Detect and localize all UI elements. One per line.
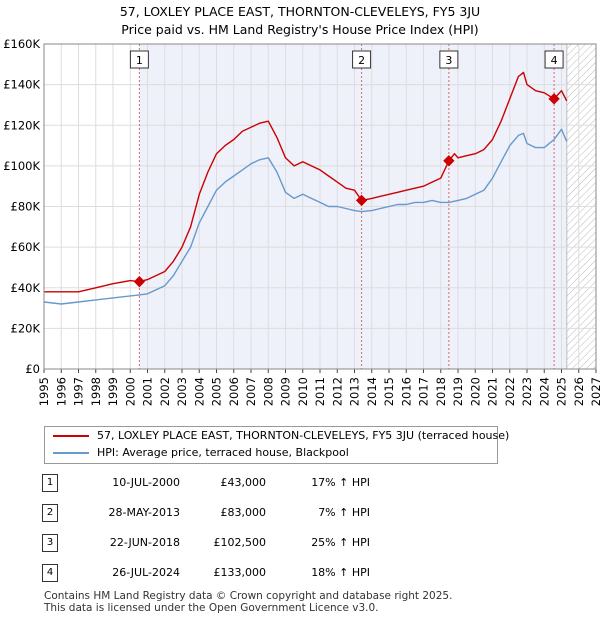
x-tick-label: 2006 (227, 377, 241, 406)
y-tick-label: £60K (11, 240, 41, 254)
title-line-2: Price paid vs. HM Land Registry's House … (121, 22, 479, 37)
x-tick-label: 2024 (537, 377, 551, 406)
sale-label-box (439, 50, 459, 69)
x-tick-label: 2007 (244, 377, 258, 406)
x-tick-label: 1997 (72, 377, 86, 406)
sale-label-number: 4 (551, 54, 558, 67)
x-tick-label: 2004 (192, 377, 206, 406)
sale-point (133, 275, 146, 288)
sale-price: £43,000 (220, 476, 267, 489)
x-tick-label: 1999 (106, 377, 120, 406)
series-line-hpi (43, 128, 568, 305)
x-tick-label: 2010 (296, 377, 310, 406)
x-tick-label: 2012 (330, 377, 344, 406)
x-tick-label: 2022 (503, 377, 517, 406)
sale-label-box (129, 50, 149, 69)
sale-hpi-change: 7% ↑ HPI (318, 506, 370, 519)
sale-date: 26-JUL-2024 (112, 566, 180, 579)
x-tick-label: 2013 (348, 377, 362, 406)
y-tick-label: £100K (3, 159, 40, 173)
footer-licence: This data is licensed under the Open Gov… (44, 602, 379, 614)
sale-label-number: 2 (358, 54, 365, 67)
x-tick-label: 2014 (365, 377, 379, 406)
sale-hpi-change: 17% ↑ HPI (311, 476, 370, 489)
sale-label-number: 1 (136, 54, 143, 67)
x-tick-label: 2021 (486, 377, 500, 406)
sale-date: 10-JUL-2000 (112, 476, 180, 489)
sale-point (355, 194, 368, 207)
legend-item-property: 57, LOXLEY PLACE EAST, THORNTON-CLEVELEY… (53, 428, 509, 444)
y-tick-label: £140K (3, 78, 40, 92)
sale-row: 1 10-JUL-2000 £43,000 17% ↑ HPI (0, 473, 600, 493)
sale-number-badge: 1 (42, 474, 58, 492)
sale-row: 4 26-JUL-2024 £133,000 18% ↑ HPI (0, 563, 600, 583)
sale-point (443, 155, 455, 167)
x-tick-label: 2005 (210, 377, 224, 406)
legend-swatch-property (53, 435, 89, 437)
y-tick-label: £40K (11, 281, 41, 295)
x-tick-label: 2019 (451, 377, 465, 406)
footer: Contains HM Land Registry data © Crown c… (44, 590, 452, 614)
sale-price: £133,000 (213, 566, 267, 579)
sale-number-badge: 3 (42, 534, 58, 552)
x-tick-label: 2003 (175, 377, 189, 406)
sale-date: 28-MAY-2013 (108, 506, 180, 519)
x-tick-label: 2001 (141, 377, 155, 406)
sale-number-badge: 2 (42, 504, 58, 522)
x-tick-label: 2015 (382, 377, 396, 406)
sale-date: 22-JUN-2018 (109, 536, 180, 549)
legend-item-hpi: HPI: Average price, terraced house, Blac… (53, 445, 349, 461)
footer-copyright: Contains HM Land Registry data © Crown c… (44, 590, 453, 602)
legend: 57, LOXLEY PLACE EAST, THORNTON-CLEVELEY… (44, 426, 509, 464)
x-tick-label: 2008 (261, 377, 275, 406)
x-tick-label: 2016 (399, 377, 413, 406)
plot-frame (43, 43, 597, 370)
legend-label-hpi: HPI: Average price, terraced house, Blac… (97, 446, 349, 459)
price-chart: £0 £20K £40K £60K £80K £100K £120K £140K £160K 19… (3, 37, 600, 406)
sale-label-box (352, 50, 372, 69)
x-tick-label: 2011 (313, 377, 327, 406)
x-tick-label: 2017 (417, 377, 431, 406)
y-tick-label: £0 (25, 362, 40, 376)
x-tick-label: 1995 (37, 377, 51, 406)
x-tick-label: 2018 (434, 377, 448, 406)
sale-label-number: 3 (445, 54, 452, 67)
sale-price: £102,500 (213, 536, 267, 549)
x-tick-label: 2000 (123, 377, 137, 406)
y-tick-label: £20K (11, 321, 41, 335)
title-line-1: 57, LOXLEY PLACE EAST, THORNTON-CLEVELEY… (119, 4, 481, 19)
series-line-property (44, 71, 568, 293)
legend-label-property: 57, LOXLEY PLACE EAST, THORNTON-CLEVELEY… (97, 429, 510, 442)
y-tick-label: £80K (11, 200, 41, 214)
chart-title: 57, LOXLEY PLACE EAST, THORNTON-CLEVELEY… (0, 3, 600, 39)
legend-swatch-hpi (53, 452, 89, 454)
x-tick-label: 2002 (158, 377, 172, 406)
sale-row: 2 28-MAY-2013 £83,000 7% ↑ HPI (0, 503, 600, 523)
x-tick-label: 2020 (468, 377, 482, 406)
x-tick-label: 2009 (279, 377, 293, 406)
sale-label-box (544, 50, 564, 69)
x-tick-label: 1998 (89, 377, 103, 406)
x-tick-label: 2023 (520, 377, 534, 406)
sale-price: £83,000 (220, 506, 267, 519)
x-tick-label: 2027 (589, 377, 600, 406)
x-tick-label: 1996 (54, 377, 68, 406)
sale-hpi-change: 25% ↑ HPI (311, 536, 370, 549)
x-tick-label: 2025 (555, 377, 569, 406)
sale-hpi-change: 18% ↑ HPI (311, 566, 370, 579)
sale-row: 3 22-JUN-2018 £102,500 25% ↑ HPI (0, 533, 600, 553)
y-tick-label: £120K (3, 118, 40, 132)
sale-number-badge: 4 (42, 564, 58, 582)
x-tick-label: 2026 (572, 377, 586, 406)
y-tick-label: £160K (3, 37, 40, 51)
